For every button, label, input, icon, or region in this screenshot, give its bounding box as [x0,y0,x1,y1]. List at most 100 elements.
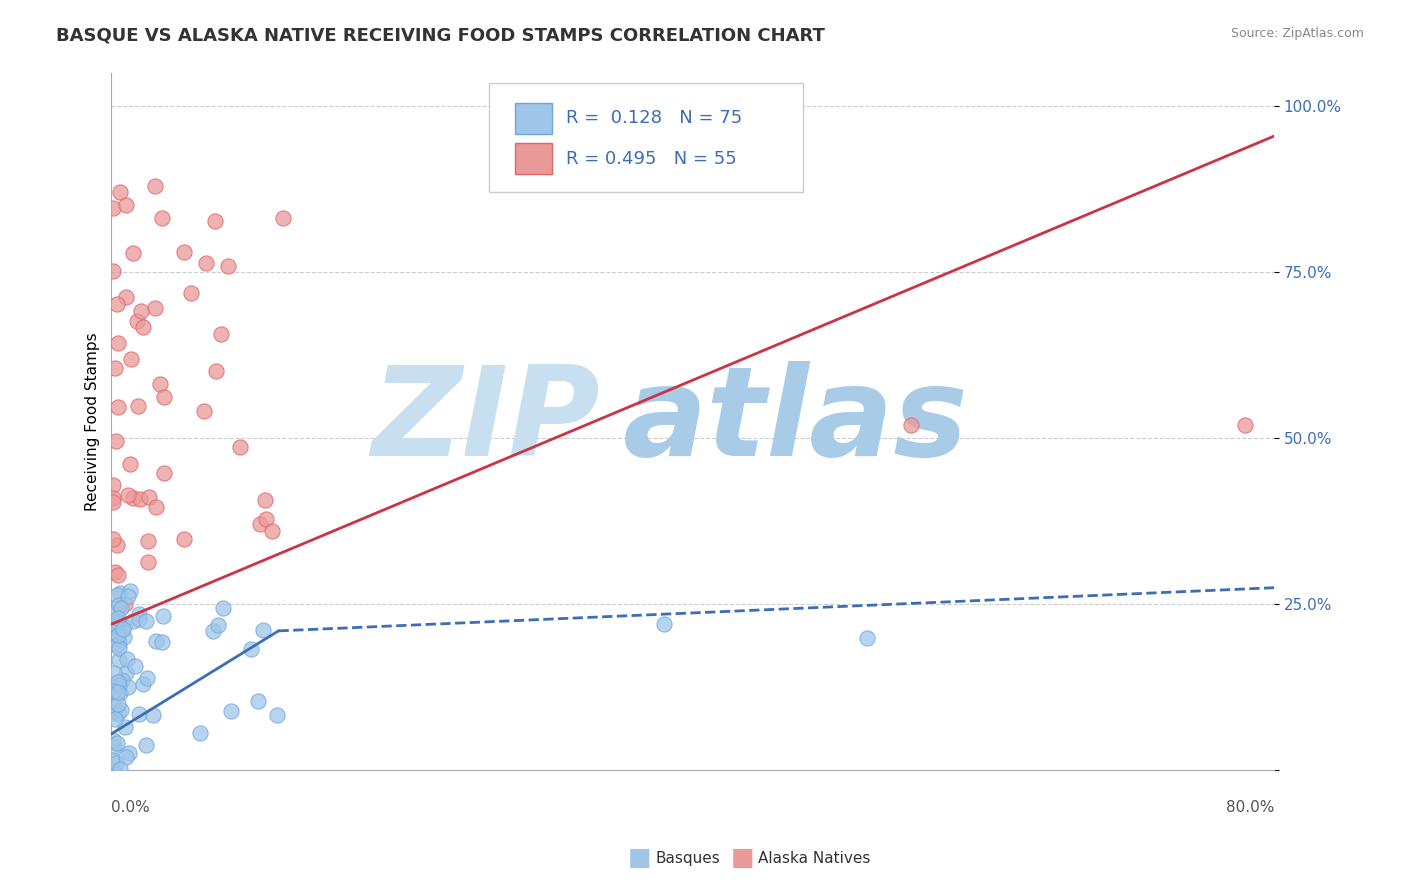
Alaska Natives [118,457,141,471]
Basques [188,725,211,739]
Alaska Natives [101,477,124,491]
Basques [135,614,157,628]
Basques [136,672,159,686]
Alaska Natives [209,326,232,341]
Basques [856,631,879,645]
Basques [110,600,132,615]
Alaska Natives [107,336,129,351]
Alaska Natives [249,516,271,531]
Alaska Natives [205,364,228,378]
Basques [105,638,128,652]
Basques [117,589,139,603]
Basques [107,640,129,655]
Alaska Natives [101,264,124,278]
Alaska Natives [105,538,128,552]
Basques [128,612,150,626]
Alaska Natives [152,466,174,480]
Basques [108,636,131,650]
Basques [112,622,135,636]
Basques [252,623,274,637]
Basques [111,673,134,687]
Basques [135,738,157,752]
Alaska Natives [204,214,226,228]
Basques [142,707,165,722]
Text: ■: ■ [731,847,754,870]
Alaska Natives [114,597,136,611]
Alaska Natives [1233,417,1256,432]
Alaska Natives [101,491,124,506]
Basques [103,739,125,753]
Basques [201,624,224,639]
Basques [107,697,129,711]
Basques [107,706,129,720]
Alaska Natives [145,500,167,514]
Alaska Natives [101,201,124,215]
Basques [247,694,270,708]
Basques [152,609,174,624]
Basques [101,763,124,777]
Basques [108,678,131,692]
Basques [221,704,243,718]
Alaska Natives [143,301,166,315]
Alaska Natives [115,197,138,211]
Basques [105,618,128,632]
Y-axis label: Receiving Food Stamps: Receiving Food Stamps [86,333,100,511]
Alaska Natives [193,404,215,418]
Basques [121,615,143,629]
Alaska Natives [260,524,283,538]
Alaska Natives [132,319,155,334]
Basques [107,674,129,689]
Basques [104,675,127,690]
Text: ZIP: ZIP [371,361,600,483]
Alaska Natives [131,303,153,318]
Bar [515,143,553,174]
Basques [107,685,129,699]
Basques [128,607,150,621]
Alaska Natives [217,259,239,273]
Basques [104,712,127,726]
Text: Basques: Basques [655,851,720,865]
Text: R =  0.128   N = 75: R = 0.128 N = 75 [567,110,742,128]
Basques [104,756,127,770]
Text: BASQUE VS ALASKA NATIVE RECEIVING FOOD STAMPS CORRELATION CHART: BASQUE VS ALASKA NATIVE RECEIVING FOOD S… [56,27,825,45]
Alaska Natives [273,211,295,225]
Basques [107,615,129,630]
FancyBboxPatch shape [489,84,803,192]
Alaska Natives [117,488,139,502]
Basques [112,630,135,644]
Basques [150,634,173,648]
Basques [101,754,124,768]
Text: ■: ■ [628,847,651,870]
Alaska Natives [136,555,159,569]
Alaska Natives [136,534,159,549]
Basques [240,641,263,656]
Alaska Natives [115,290,138,304]
Basques [103,666,125,681]
Alaska Natives [149,377,172,392]
Basques [108,599,131,613]
Basques [131,677,153,691]
Basques [101,606,124,620]
Alaska Natives [104,565,127,579]
Alaska Natives [122,491,145,505]
Basques [128,707,150,722]
Basques [115,652,138,666]
Alaska Natives [120,351,142,366]
Basques [114,720,136,734]
Basques [107,610,129,624]
Basques [115,750,138,764]
Basques [103,683,125,698]
Alaska Natives [150,211,173,225]
Basques [108,762,131,776]
Alaska Natives [254,512,277,526]
Text: 0.0%: 0.0% [111,800,150,815]
Basques [110,703,132,717]
Text: Alaska Natives: Alaska Natives [758,851,870,865]
Alaska Natives [254,493,277,508]
Alaska Natives [104,360,127,375]
Alaska Natives [152,390,174,404]
Text: 80.0%: 80.0% [1226,800,1274,815]
Alaska Natives [173,245,195,260]
Basques [105,588,128,602]
Basques [104,706,127,720]
